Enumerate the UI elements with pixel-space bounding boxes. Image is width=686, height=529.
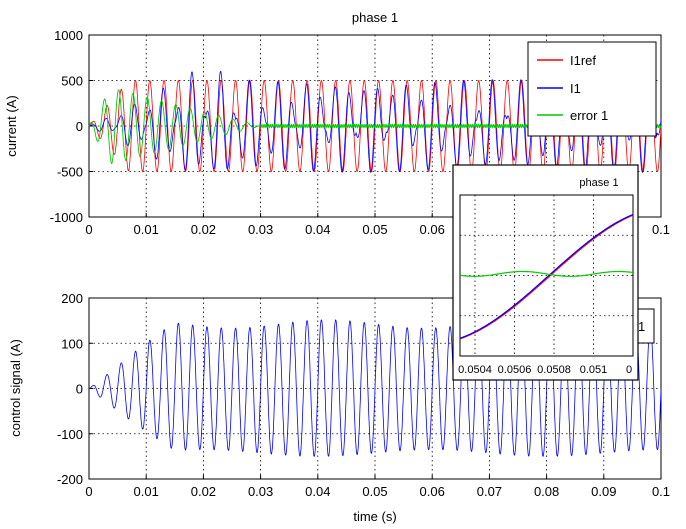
bottom-ytick-label: -200 [57, 472, 83, 487]
bottom-xtick-label: 0.02 [191, 484, 216, 499]
inset-xtick-label: 0.0508 [537, 364, 571, 376]
top-xtick-label: 0.01 [134, 222, 159, 237]
inset-series [459, 213, 634, 340]
bottom-xtick-label: 0.06 [420, 484, 445, 499]
bottom-xtick-label: 0.08 [534, 484, 559, 499]
legend-label-error: error 1 [570, 108, 608, 123]
inset-grid [460, 195, 633, 356]
bottom-xtick-label: 0.05 [362, 484, 387, 499]
bottom-ytick-label: 200 [61, 291, 83, 306]
inset-series-i1ref-line [459, 214, 634, 340]
bottom-plot-ylabel: control signal (A) [8, 339, 23, 437]
top-xtick-label: 0.04 [305, 222, 330, 237]
bottom-xtick-label: 0.01 [134, 484, 159, 499]
bottom-xtick-label: 0.04 [305, 484, 330, 499]
bottom-ytick-label: -100 [57, 427, 83, 442]
top-plot-legend: I1ref I1 error 1 [527, 41, 657, 137]
top-ytick-label: 1000 [54, 28, 83, 43]
bottom-plot-ticks: 0 0.01 0.02 0.03 0.04 0.05 0.06 0.07 0.08 0.09 0.1… [57, 291, 670, 499]
top-ytick-label: 500 [61, 74, 83, 89]
bottom-xtick-label: 0 [85, 484, 92, 499]
top-xtick-label: 0.1 [652, 222, 670, 237]
top-plot-ylabel: current (A) [4, 95, 19, 156]
bottom-xtick-label: 0.03 [248, 484, 273, 499]
bottom-ytick-label: 100 [61, 336, 83, 351]
top-xtick-label: 0.05 [362, 222, 387, 237]
legend-label-i1ref: I1ref [570, 53, 596, 68]
inset-xtick-label: 0.0506 [498, 364, 532, 376]
top-xtick-label: 0.06 [420, 222, 445, 237]
inset-ticks: 0.0504 0.0506 0.0508 0.051 0 [458, 364, 632, 376]
top-ytick-label: -500 [57, 165, 83, 180]
top-xtick-label: 0.02 [191, 222, 216, 237]
bottom-xtick-label: 0.1 [652, 484, 670, 499]
bottom-xtick-label: 0.09 [591, 484, 616, 499]
inset-series-error-line [459, 270, 634, 277]
bottom-legend-stub-label: 1 [638, 319, 645, 334]
legend-label-i1: I1 [570, 81, 581, 96]
top-xtick-label: 0.03 [248, 222, 273, 237]
inset-xtick-label: 0 [626, 364, 632, 376]
inset-plot: phase 1 0.0504 0.0506 0.0508 0.051 0 [452, 164, 639, 381]
inset-xtick-label: 0.051 [580, 364, 608, 376]
inset-title: phase 1 [579, 177, 618, 189]
inset-xtick-label: 0.0504 [458, 364, 492, 376]
top-plot-title: phase 1 [352, 10, 398, 25]
bottom-xtick-label: 0.07 [477, 484, 502, 499]
inset-series-i1-line [459, 213, 634, 339]
bottom-ytick-label: 0 [76, 382, 83, 397]
top-xtick-label: 0 [85, 222, 92, 237]
legend-box [527, 41, 657, 137]
bottom-plot-xlabel: time (s) [353, 509, 396, 524]
top-ytick-label: -1000 [50, 210, 83, 225]
top-ytick-label: 0 [76, 119, 83, 134]
